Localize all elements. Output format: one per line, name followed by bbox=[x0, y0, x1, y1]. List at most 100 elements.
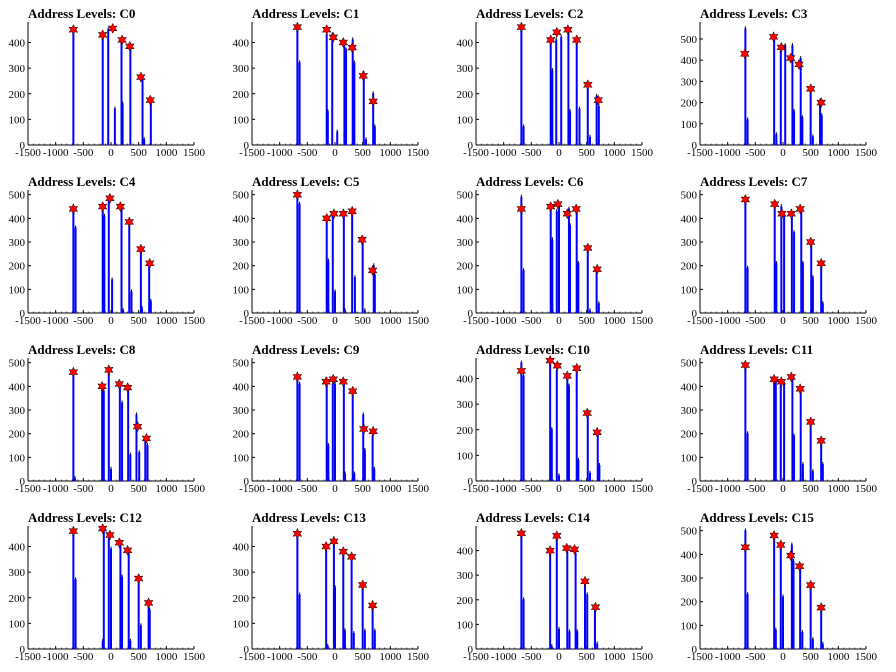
histogram-bin bbox=[575, 370, 578, 481]
y-tick-label: 400 bbox=[457, 374, 474, 386]
chart-plot: -1500 -1000 -500 0 500 1000 1500 0 100 200 300 400 5… bbox=[681, 190, 878, 327]
y-tick-label: 0 bbox=[692, 308, 698, 320]
y-tick-label: 300 bbox=[233, 405, 250, 417]
x-tick-label: 1500 bbox=[855, 315, 878, 327]
y-tick-label: 300 bbox=[9, 63, 26, 75]
x-tick-label: 0 bbox=[780, 651, 786, 663]
histogram-bin bbox=[773, 38, 776, 145]
histogram-bin bbox=[549, 41, 552, 145]
x-tick-label: 500 bbox=[130, 651, 147, 663]
peak-marker bbox=[357, 579, 368, 591]
y-tick-label: 400 bbox=[9, 381, 26, 393]
chart-plot: -1500 -1000 -500 0 500 1000 1500 0 100 200 300 400 bbox=[457, 355, 654, 495]
histogram-bin bbox=[363, 630, 366, 649]
histogram-bin bbox=[342, 553, 345, 649]
x-tick-label: 1500 bbox=[407, 651, 430, 663]
histogram-bin bbox=[586, 594, 589, 649]
histogram-bin bbox=[298, 383, 301, 481]
histogram-bin bbox=[551, 239, 554, 313]
histogram-bin bbox=[139, 625, 142, 649]
peak-marker bbox=[545, 355, 556, 367]
x-tick-label: -500 bbox=[297, 483, 318, 495]
chart-plot: -1500 -1000 -500 0 500 1000 1500 0 100 200 300 400 bbox=[9, 22, 206, 159]
histogram-bin bbox=[773, 206, 776, 313]
chart-title: Address Levels: C0 bbox=[28, 6, 136, 21]
x-tick-label: 1500 bbox=[183, 651, 206, 663]
histogram-bin bbox=[773, 537, 776, 649]
y-tick-label: 0 bbox=[692, 644, 698, 656]
x-tick-label: 1000 bbox=[603, 483, 626, 495]
histogram-bin bbox=[566, 550, 569, 649]
histogram-bin bbox=[327, 445, 330, 481]
y-tick-label: 0 bbox=[20, 308, 26, 320]
x-tick-label: 0 bbox=[332, 315, 338, 327]
y-tick-label: 500 bbox=[233, 358, 250, 370]
y-tick-label: 300 bbox=[681, 237, 698, 249]
peak-marker bbox=[328, 373, 339, 385]
histogram-bin bbox=[811, 639, 814, 649]
peak-marker bbox=[816, 602, 827, 614]
x-tick-label: 0 bbox=[332, 147, 338, 159]
histogram-bin bbox=[72, 210, 75, 313]
x-tick-label: 500 bbox=[578, 315, 595, 327]
histogram-bin bbox=[101, 208, 104, 313]
peak-marker bbox=[292, 189, 303, 201]
x-tick-label: -1500 bbox=[239, 315, 265, 327]
y-tick-label: 100 bbox=[457, 284, 474, 296]
peak-marker bbox=[114, 537, 125, 549]
histogram-bin bbox=[801, 632, 804, 649]
y-tick-label: 100 bbox=[9, 114, 26, 126]
histogram-bin bbox=[584, 582, 587, 649]
x-tick-label: 1500 bbox=[631, 651, 654, 663]
y-tick-label: 400 bbox=[681, 549, 698, 561]
x-tick-label: -1000 bbox=[267, 147, 293, 159]
y-tick-label: 100 bbox=[457, 450, 474, 462]
histogram-bin bbox=[296, 29, 299, 145]
histogram-bin bbox=[550, 429, 553, 481]
x-tick-label: -500 bbox=[521, 651, 542, 663]
chart-plot: -1500 -1000 -500 0 500 1000 1500 0 100 200 300 400 5… bbox=[681, 526, 878, 663]
histogram-bin bbox=[72, 374, 75, 481]
histogram-bin bbox=[790, 215, 793, 313]
chart-title: Address Levels: C6 bbox=[476, 174, 584, 189]
y-tick-label: 500 bbox=[9, 190, 26, 202]
peak-marker bbox=[97, 523, 108, 535]
peak-marker bbox=[816, 257, 827, 269]
peak-marker bbox=[562, 24, 573, 36]
histogram-bin bbox=[569, 225, 572, 313]
y-tick-label: 400 bbox=[457, 213, 474, 225]
histogram-bin bbox=[102, 530, 105, 649]
chart-panel: -1500 -1000 -500 0 500 1000 1500 0 100 200 300 400 A… bbox=[224, 504, 448, 672]
peak-marker bbox=[545, 34, 556, 46]
x-tick-label: -1500 bbox=[15, 147, 41, 159]
histogram-bin bbox=[575, 39, 578, 145]
histogram-bin bbox=[362, 72, 365, 145]
histogram-bin bbox=[779, 383, 782, 481]
histogram-bin bbox=[821, 303, 824, 313]
histogram-bin bbox=[549, 362, 552, 481]
peak-marker bbox=[740, 541, 751, 553]
peak-marker bbox=[775, 539, 786, 551]
peak-marker bbox=[582, 242, 593, 254]
peak-marker bbox=[571, 203, 582, 215]
chart-plot: -1500 -1000 -500 0 500 1000 1500 0 100 200 300 400 5… bbox=[457, 190, 654, 327]
x-tick-label: 1000 bbox=[155, 651, 178, 663]
histogram-bin bbox=[809, 421, 812, 481]
y-tick-label: 200 bbox=[9, 593, 26, 605]
y-tick-label: 200 bbox=[233, 429, 250, 441]
histogram-bin bbox=[363, 449, 366, 481]
histogram-bin bbox=[129, 454, 132, 481]
histogram-bin bbox=[371, 602, 374, 649]
peak-marker bbox=[338, 376, 349, 388]
x-tick-label: -500 bbox=[745, 147, 766, 159]
chart-panel: -1500 -1000 -500 0 500 1000 1500 0 100 200 300 400 A… bbox=[0, 0, 224, 168]
peak-marker bbox=[805, 579, 816, 591]
peak-marker bbox=[805, 416, 816, 428]
peak-marker bbox=[144, 257, 155, 269]
peak-marker bbox=[68, 24, 79, 36]
histogram-bin bbox=[809, 587, 812, 649]
peak-marker bbox=[133, 572, 144, 585]
y-tick-label: 0 bbox=[468, 308, 474, 320]
peak-marker bbox=[551, 530, 562, 542]
x-tick-label: -1000 bbox=[491, 315, 517, 327]
